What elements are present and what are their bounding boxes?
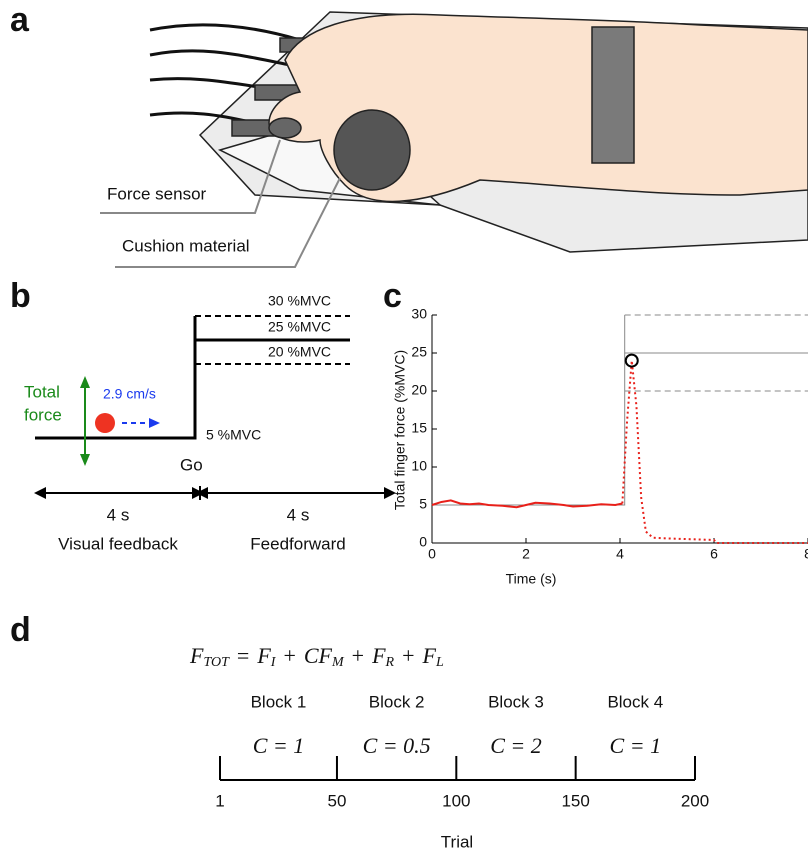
eq-term: F [422,643,437,668]
coefficient-label: C = 0.5 [363,733,431,758]
eq-term: F [189,643,204,668]
x-tick-label: 8 [804,546,808,562]
data-line [432,315,625,505]
x-tick-label: 50 [327,791,346,810]
eq-op: + [283,643,295,668]
y-tick-label: 0 [419,534,427,550]
x-axis-label: Trial [441,832,473,851]
coefficient-label: C = 1 [253,733,305,758]
callout-label: Cushion material [122,236,250,255]
y-tick-label: 10 [411,458,427,474]
page: a b c d Force sensor Cushion material [0,0,808,852]
y-tick-label: 5 [419,496,427,512]
x-tick-label: 0 [428,546,436,562]
panel-label: a [10,1,30,39]
x-tick-label: 4 [616,546,624,562]
x-tick-label: 200 [681,791,709,810]
data-line [432,500,622,507]
block-label: Block 3 [488,692,544,711]
block-label: Block 4 [607,692,663,711]
y-tick-label: 15 [411,420,427,436]
duration-label: 4 s [287,505,310,524]
eq-sub: TOT [203,655,230,670]
eq-sub: M [331,655,345,670]
eq-term: F [371,643,386,668]
eq-sub: R [385,655,395,670]
eq-op: + [352,643,364,668]
data-line [622,361,808,543]
force-label: Total [24,382,60,401]
eq-op: = [237,643,249,668]
eq-sub: I [270,655,277,670]
panel-label: b [10,277,31,315]
x-tick-label: 2 [522,546,530,562]
block-label: Block 1 [251,692,307,711]
x-axis-label: Time (s) [506,571,557,587]
eq-sub: L [435,655,444,670]
coefficient-label: C = 2 [490,733,542,758]
equation: FTOT=FI+CFM+FR+FL [189,643,444,670]
level-label: 5 %MVC [206,427,261,443]
phase-label: Feedforward [250,534,345,553]
duration-label: 4 s [107,505,130,524]
coefficient-label: C = 1 [610,733,662,758]
y-tick-label: 20 [411,382,427,398]
speed-label: 2.9 cm/s [103,386,156,402]
y-tick-label: 25 [411,344,427,360]
eq-op: + [402,643,414,668]
level-label: 20 %MVC [268,344,331,360]
x-tick-label: 1 [215,791,224,810]
eq-term: CF [304,643,333,668]
phase-label: Visual feedback [58,534,178,553]
y-tick-label: 30 [411,306,427,322]
x-tick-label: 6 [710,546,718,562]
force-chart: 0 5 10 15 20 25 30 0 2 4 6 8 [411,306,808,562]
x-tick-label: 100 [442,791,470,810]
force-label: force [24,405,62,424]
task-diagram [34,316,396,500]
x-tick-label: 150 [561,791,589,810]
apparatus-illustration [150,12,808,252]
y-axis-label: Total finger force (%MVC) [392,350,408,510]
level-label: 25 %MVC [268,319,331,335]
panel-label: c [383,277,402,315]
panel-label: d [10,611,31,649]
callout-label: Force sensor [107,184,207,203]
figure: a b c d Force sensor Cushion material [0,0,808,852]
eq-term: F [256,643,271,668]
level-label: 30 %MVC [268,293,331,309]
peak-marker [626,355,638,367]
go-label: Go [180,455,203,474]
block-label: Block 2 [369,692,425,711]
